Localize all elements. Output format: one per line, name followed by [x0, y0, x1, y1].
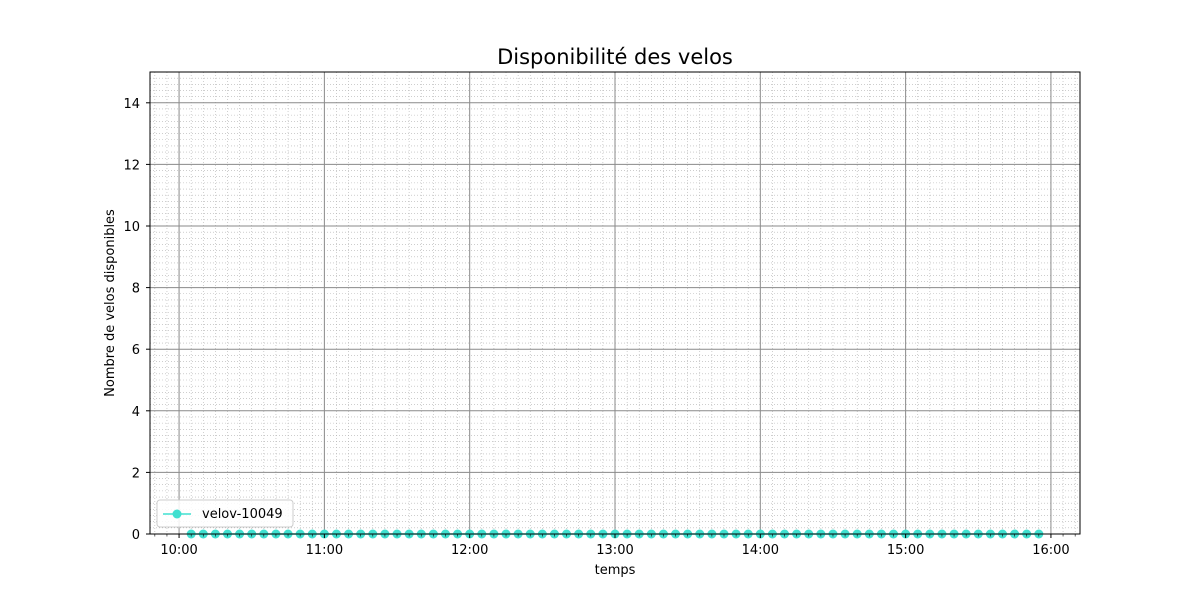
x-tick-label: 15:00: [887, 543, 924, 558]
x-axis: 10:00 11:00 12:00 13:00 14:00 15:00 16:00: [154, 534, 1076, 558]
x-tick-label: 12:00: [451, 543, 488, 558]
y-tick-label: 8: [132, 282, 140, 297]
legend-label: velov-10049: [202, 507, 283, 522]
legend-marker: [172, 509, 182, 519]
y-tick-label: 2: [132, 466, 140, 481]
y-tick-label: 4: [132, 405, 140, 420]
y-tick-label: 6: [132, 343, 140, 358]
x-tick-label: 11:00: [306, 543, 343, 558]
y-tick-label: 12: [123, 158, 140, 173]
y-axis: 0 2 4 6 8 10 12 14: [123, 97, 150, 543]
legend-box: [156, 499, 294, 528]
y-tick-label: 14: [123, 97, 140, 112]
major-grid: [150, 72, 1080, 535]
y-tick-label: 0: [132, 528, 140, 543]
x-tick-label: 14:00: [742, 543, 779, 558]
x-axis-label: temps: [595, 563, 636, 578]
x-tick-label: 16:00: [1032, 543, 1069, 558]
y-axis-label: Nombre de velos disponibles: [103, 209, 118, 397]
x-tick-label: 10:00: [160, 543, 197, 558]
legend[interactable]: velov-10049: [156, 499, 294, 528]
x-tick-label: 13:00: [596, 543, 633, 558]
chart-title: Disponibilité des velos: [497, 45, 733, 69]
y-tick-label: 10: [123, 220, 140, 235]
